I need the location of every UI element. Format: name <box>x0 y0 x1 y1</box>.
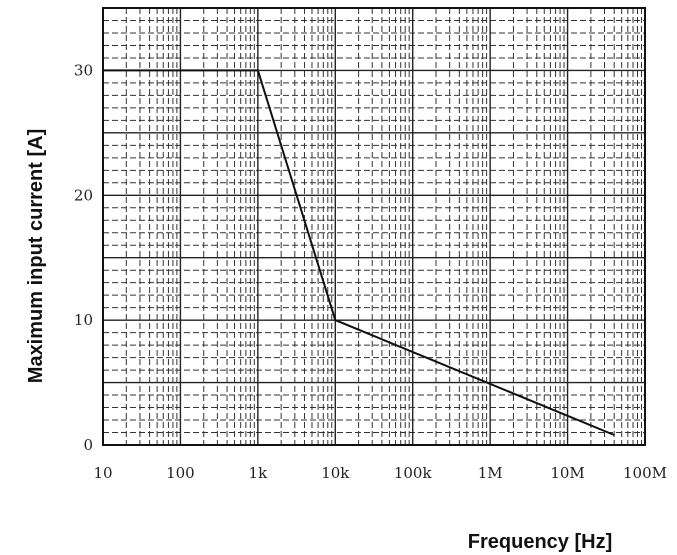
plot-border <box>102 7 646 446</box>
x-tick-label: 1k <box>249 464 269 482</box>
x-tick-label: 10M <box>550 464 584 482</box>
plot-grid <box>103 8 645 445</box>
y-tick-labels: 0 10 20 30 <box>74 61 93 454</box>
series-layer <box>103 69 615 436</box>
x-tick-label: 100M <box>623 464 667 482</box>
x-axis-title: Frequency [Hz] <box>468 531 612 553</box>
x-tick-label: 10 <box>93 464 112 482</box>
x-tick-label: 1M <box>478 464 503 482</box>
x-tick-label: 100k <box>394 464 433 482</box>
y-tick-label: 20 <box>74 186 93 204</box>
series-line <box>103 69 615 436</box>
x-tick-label: 100 <box>166 464 195 482</box>
plot-frame <box>102 7 646 446</box>
x-tick-label: 10k <box>321 464 350 482</box>
y-tick-label: 30 <box>74 61 93 79</box>
x-tick-labels: 10 100 1k 10k 100k 1M 10M 100M <box>93 464 667 482</box>
y-tick-label: 0 <box>83 436 93 454</box>
y-axis-title: Maximum input current [A] <box>25 129 47 383</box>
y-tick-label: 10 <box>74 311 93 329</box>
